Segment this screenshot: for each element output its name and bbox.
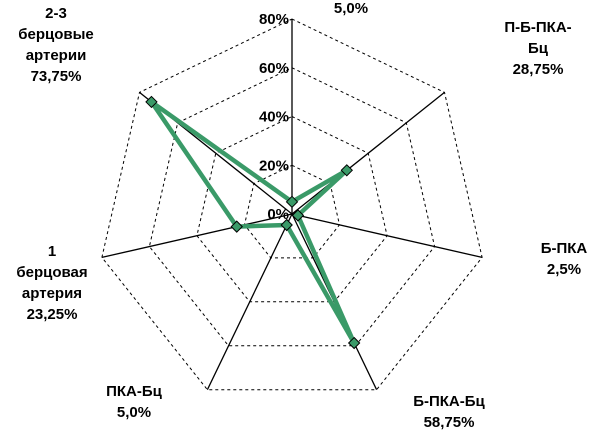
- category-name-line: 1: [48, 243, 56, 260]
- radar-series: [145, 95, 361, 350]
- category-name-line: Бц: [528, 40, 549, 57]
- category-value-label: 2,5%: [547, 261, 581, 278]
- axis-spoke-2: [291, 213, 483, 259]
- category-name-line: берцовые: [18, 26, 94, 43]
- category-value-label: 23,25%: [27, 306, 78, 323]
- category-label-0: 5,0%: [334, 0, 368, 17]
- category-value-label: 58,75%: [424, 414, 475, 431]
- axis-spoke-1: [291, 91, 445, 215]
- radar-grid: [101, 18, 483, 391]
- tick-label-0: 0%: [267, 206, 289, 223]
- category-label-4: ПКА-Бц 5,0%: [106, 383, 163, 421]
- grid-ring-1: [243, 164, 341, 259]
- data-point-3: [347, 336, 361, 350]
- category-value-label: 28,75%: [513, 61, 564, 78]
- category-name-line: артерия: [22, 285, 82, 302]
- tick-label-3: 60%: [259, 60, 289, 77]
- data-point-4: [280, 218, 293, 232]
- radar-category-labels: 5,0% П-Б-ПКА- Бц 28,75% Б-ПКА 2,5% Б-ПКА-Бц 58,…: [16, 0, 587, 431]
- category-value-label: 5,0%: [334, 0, 368, 17]
- category-label-1: П-Б-ПКА- Бц 28,75%: [504, 19, 571, 78]
- radar-axes: [101, 19, 483, 390]
- tick-label-1: 20%: [259, 157, 289, 174]
- category-name-line: Б-ПКА-Бц: [413, 393, 485, 410]
- series-line-0: [149, 99, 357, 346]
- category-name-line: 2-3: [45, 5, 67, 22]
- data-point-6: [145, 95, 158, 109]
- data-point-0: [285, 195, 299, 209]
- data-point-1: [340, 164, 353, 177]
- category-name-line: Б-ПКА: [541, 240, 588, 257]
- tick-label-2: 40%: [259, 109, 289, 126]
- category-label-6: 2-3 берцовые артерии 73,75%: [18, 5, 94, 85]
- axis-spoke-5: [101, 213, 293, 259]
- category-name-line: артерии: [26, 47, 87, 64]
- category-value-label: 5,0%: [117, 404, 151, 421]
- category-label-2: Б-ПКА 2,5%: [541, 240, 588, 278]
- radar-tick-labels: 0% 20% 40% 60% 80%: [259, 11, 289, 223]
- category-label-3: Б-ПКА-Бц 58,75%: [413, 393, 485, 431]
- category-name-line: ПКА-Бц: [106, 383, 163, 400]
- grid-ring-2: [196, 115, 388, 303]
- category-value-label: 73,75%: [31, 68, 82, 85]
- category-name-line: берцовая: [16, 264, 87, 281]
- data-point-2: [291, 209, 305, 222]
- grid-ring-3: [148, 67, 436, 347]
- data-point-5: [230, 220, 243, 233]
- category-name-line: П-Б-ПКА-: [504, 19, 571, 36]
- axis-spoke-4: [206, 213, 293, 390]
- tick-label-4: 80%: [259, 11, 289, 28]
- category-label-5: 1 берцовая артерия 23,25%: [16, 243, 87, 323]
